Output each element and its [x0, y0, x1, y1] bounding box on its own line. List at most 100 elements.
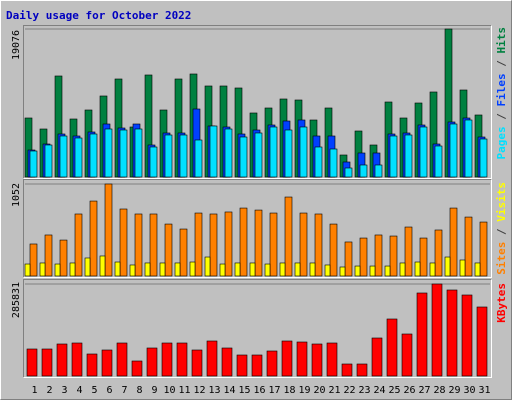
bar	[24, 263, 31, 277]
x-tick-label: 6	[106, 385, 112, 396]
x-tick-label: 25	[388, 385, 400, 396]
bar	[59, 135, 68, 178]
bar	[194, 212, 203, 277]
bar	[459, 259, 466, 277]
bar	[431, 283, 443, 377]
bar	[164, 223, 173, 277]
x-tick-label: 22	[343, 385, 355, 396]
bar	[434, 229, 443, 277]
x-tick-label: 17	[268, 385, 280, 396]
bar	[404, 134, 413, 178]
x-tick-label: 12	[193, 385, 205, 396]
x-tick-label: 30	[463, 385, 475, 396]
bar	[341, 363, 353, 377]
bar	[134, 128, 143, 178]
bar	[39, 262, 46, 277]
bar	[191, 349, 203, 377]
bar	[179, 228, 188, 277]
bar	[359, 164, 368, 178]
bar	[389, 135, 398, 178]
legend-separator: /	[495, 54, 508, 74]
bar	[401, 333, 413, 377]
x-tick-label: 18	[283, 385, 295, 396]
bar	[374, 234, 383, 277]
bar	[344, 167, 353, 178]
x-tick-label: 19	[298, 385, 310, 396]
bar	[449, 207, 458, 277]
x-tick-label: 3	[61, 385, 67, 396]
x-tick-label: 15	[238, 385, 250, 396]
bar	[311, 343, 323, 377]
bar	[309, 262, 316, 277]
legend: Pages / Files / Hits	[495, 27, 508, 160]
bar	[189, 261, 196, 277]
legend-entry: Sites	[495, 242, 508, 275]
x-tick-label: 29	[448, 385, 460, 396]
y-tick-label: 285831	[11, 282, 22, 318]
bar	[116, 342, 128, 377]
legend-entry: Hits	[495, 27, 508, 54]
bar	[284, 196, 293, 277]
legend-entry: Visits	[495, 182, 508, 222]
bar	[114, 261, 121, 277]
bar	[56, 343, 68, 377]
bar	[281, 340, 293, 377]
bar	[44, 234, 53, 277]
x-tick-label: 2	[46, 385, 52, 396]
x-tick-label: 7	[121, 385, 127, 396]
plot-bevel-dark	[23, 279, 492, 378]
x-tick-label: 8	[136, 385, 142, 396]
bar	[74, 137, 83, 178]
plot-bevel-dark	[23, 25, 492, 179]
bar	[209, 213, 218, 277]
x-tick-label: 24	[373, 385, 385, 396]
bar	[89, 200, 98, 277]
bar	[264, 263, 271, 277]
y-tick-label: 1052	[11, 183, 22, 207]
x-tick-label: 4	[76, 385, 82, 396]
bar	[176, 342, 188, 377]
legend-separator: /	[495, 222, 508, 242]
bar	[251, 354, 263, 377]
bar	[449, 123, 458, 178]
x-tick-label: 5	[91, 385, 97, 396]
bar	[99, 255, 106, 277]
x-tick-label: 14	[223, 385, 235, 396]
bar	[249, 262, 256, 277]
plot-bevel-light	[23, 25, 492, 179]
legend-entry: Files	[495, 73, 508, 106]
x-tick-label: 11	[178, 385, 190, 396]
bar	[476, 306, 488, 377]
bar	[279, 262, 286, 277]
bar	[194, 139, 203, 178]
x-tick-label: 20	[313, 385, 325, 396]
bar	[434, 145, 443, 178]
bar	[384, 265, 391, 277]
x-tick-label: 31	[478, 385, 490, 396]
bar	[134, 213, 143, 277]
bar	[104, 183, 113, 277]
x-tick-label: 23	[358, 385, 370, 396]
bar	[236, 354, 248, 377]
bar	[329, 223, 338, 277]
bar	[89, 133, 98, 178]
bar	[224, 128, 233, 178]
bar	[314, 146, 323, 178]
plot-bevel-dark	[23, 179, 492, 278]
bar	[416, 292, 428, 377]
x-tick-label: 9	[151, 385, 157, 396]
chart-title: Daily usage for October 2022	[6, 9, 191, 22]
bar	[371, 337, 383, 377]
bar	[269, 212, 278, 277]
bar	[386, 318, 398, 377]
bar	[429, 262, 436, 277]
y-tick-label: 19076	[11, 30, 22, 60]
bar	[419, 237, 428, 277]
bar	[29, 150, 38, 178]
bar	[174, 262, 181, 277]
plot-bevel-light	[23, 179, 492, 278]
bar	[239, 136, 248, 178]
bar	[219, 263, 226, 277]
bar	[474, 262, 481, 277]
